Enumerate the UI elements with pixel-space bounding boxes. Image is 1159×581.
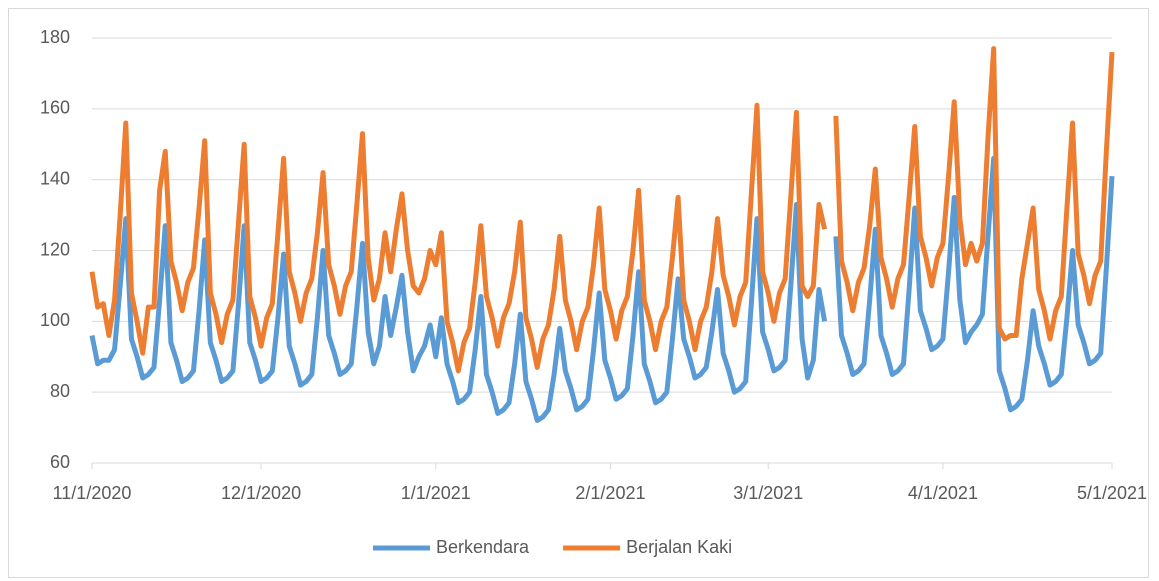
data-line — [89, 102, 828, 374]
data-line — [833, 155, 1115, 413]
x-tick-label: 2/1/2021 — [575, 483, 645, 503]
data-line — [833, 46, 1115, 342]
y-tick-label: 140 — [40, 168, 70, 188]
x-tick-label: 5/1/2021 — [1077, 483, 1147, 503]
x-tick-label: 3/1/2021 — [733, 483, 803, 503]
data-line — [89, 201, 828, 423]
legend-label: Berjalan Kaki — [626, 537, 732, 557]
plot-area: 60 80 100 120 140 160 180 11/1/2020 12/1/2020 1/1… — [40, 27, 1147, 557]
y-tick-label: 180 — [40, 27, 70, 47]
x-tick-label: 11/1/2020 — [53, 483, 132, 503]
legend-label: Berkendara — [436, 537, 530, 557]
y-tick-label: 80 — [50, 381, 70, 401]
y-tick-label: 60 — [50, 452, 70, 472]
x-tick-label: 4/1/2021 — [908, 483, 978, 503]
x-tick-label: 12/1/2020 — [221, 483, 301, 503]
y-tick-label: 160 — [40, 98, 70, 118]
y-tick-label: 120 — [40, 239, 70, 259]
y-tick-label: 100 — [40, 310, 70, 330]
x-tick-label: 1/1/2021 — [401, 483, 471, 503]
